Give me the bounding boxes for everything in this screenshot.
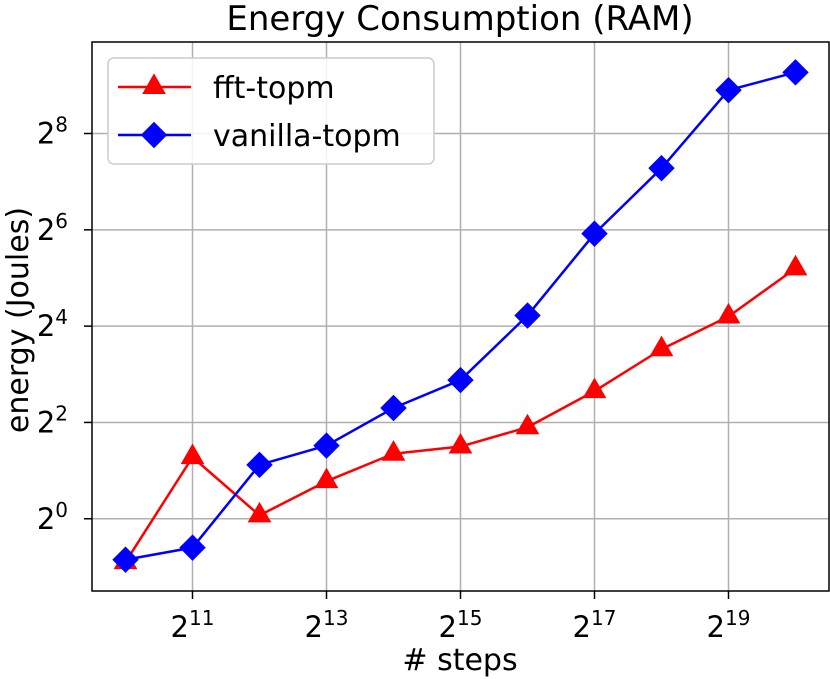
data-point-vanilla-topm-8 (648, 154, 675, 182)
series-group (112, 59, 809, 573)
data-point-vanilla-topm-3 (313, 432, 340, 459)
data-point-vanilla-topm-5 (447, 366, 474, 394)
x-tick-label-0-base: 2 (171, 610, 189, 644)
y-tick-label-2-base: 2 (37, 309, 55, 343)
x-tick-label-4: 219 (707, 606, 751, 644)
y-tick-label-0-exp: 0 (55, 498, 68, 522)
data-point-vanilla-topm-10 (782, 59, 809, 86)
x-tick-label-4-exp: 19 (725, 606, 750, 630)
x-tick-label-4-base: 2 (707, 610, 725, 644)
x-tick-label-3: 217 (573, 606, 617, 644)
y-tick-label-0-base: 2 (37, 502, 55, 536)
x-tick-label-0: 211 (171, 606, 215, 644)
data-point-fft-topm-9 (716, 302, 741, 324)
x-tick-label-3-base: 2 (573, 610, 591, 644)
y-tick-label-2-exp: 4 (55, 305, 68, 329)
chart-title: Energy Consumption (RAM) (226, 0, 693, 39)
y-tick-label-4-base: 2 (37, 117, 55, 151)
data-point-fft-topm-2 (247, 501, 272, 523)
x-tick-label-1: 213 (305, 606, 349, 644)
data-point-fft-topm-6 (515, 413, 540, 435)
y-tick-label-3: 26 (37, 209, 68, 247)
y-tick-label-3-base: 2 (37, 213, 55, 247)
y-tick-label-1-base: 2 (37, 405, 55, 439)
data-point-vanilla-topm-2 (246, 451, 273, 479)
y-tick-label-2: 24 (37, 305, 68, 343)
data-point-fft-topm-10 (783, 254, 808, 276)
x-tick-label-1-base: 2 (305, 610, 323, 644)
legend-label-fft-topm: fft-topm (213, 71, 335, 106)
x-tick-label-3-exp: 17 (591, 606, 616, 630)
y-tick-label-1-exp: 2 (55, 401, 68, 425)
y-tick-label-1: 22 (37, 401, 68, 439)
y-axis-label: energy (Joules) (1, 207, 36, 433)
y-tick-label-0: 20 (37, 498, 68, 536)
data-point-fft-topm-3 (314, 467, 339, 489)
y-tick-label-4-exp: 8 (55, 113, 68, 137)
data-point-fft-topm-4 (381, 440, 406, 461)
legend-label-vanilla-topm: vanilla-topm (213, 119, 401, 154)
data-point-fft-topm-7 (582, 377, 607, 399)
data-point-fft-topm-8 (649, 335, 674, 357)
data-point-vanilla-topm-9 (715, 76, 742, 104)
legend: fft-topm vanilla-topm (107, 57, 435, 165)
x-tick-label-0-exp: 11 (189, 606, 214, 630)
legend-marker-vanilla-topm (140, 121, 168, 149)
x-tick-label-1-exp: 13 (323, 606, 348, 630)
data-point-vanilla-topm-4 (380, 394, 407, 422)
x-tick-label-2-exp: 15 (457, 606, 482, 630)
legend-marker-fft-topm (142, 73, 166, 94)
y-tick-label-3-exp: 6 (55, 209, 68, 233)
x-axis-label: # steps (402, 643, 517, 678)
data-point-vanilla-topm-0 (112, 546, 139, 573)
legend-box (107, 57, 435, 165)
data-point-vanilla-topm-7 (581, 220, 608, 247)
data-point-fft-topm-5 (448, 432, 473, 454)
x-tick-label-2-base: 2 (439, 610, 457, 644)
data-point-vanilla-topm-1 (179, 534, 206, 561)
x-tick-label-2: 215 (439, 606, 483, 644)
y-tick-label-4: 28 (37, 113, 68, 151)
data-point-fft-topm-1 (180, 443, 205, 465)
data-point-vanilla-topm-6 (514, 302, 541, 329)
